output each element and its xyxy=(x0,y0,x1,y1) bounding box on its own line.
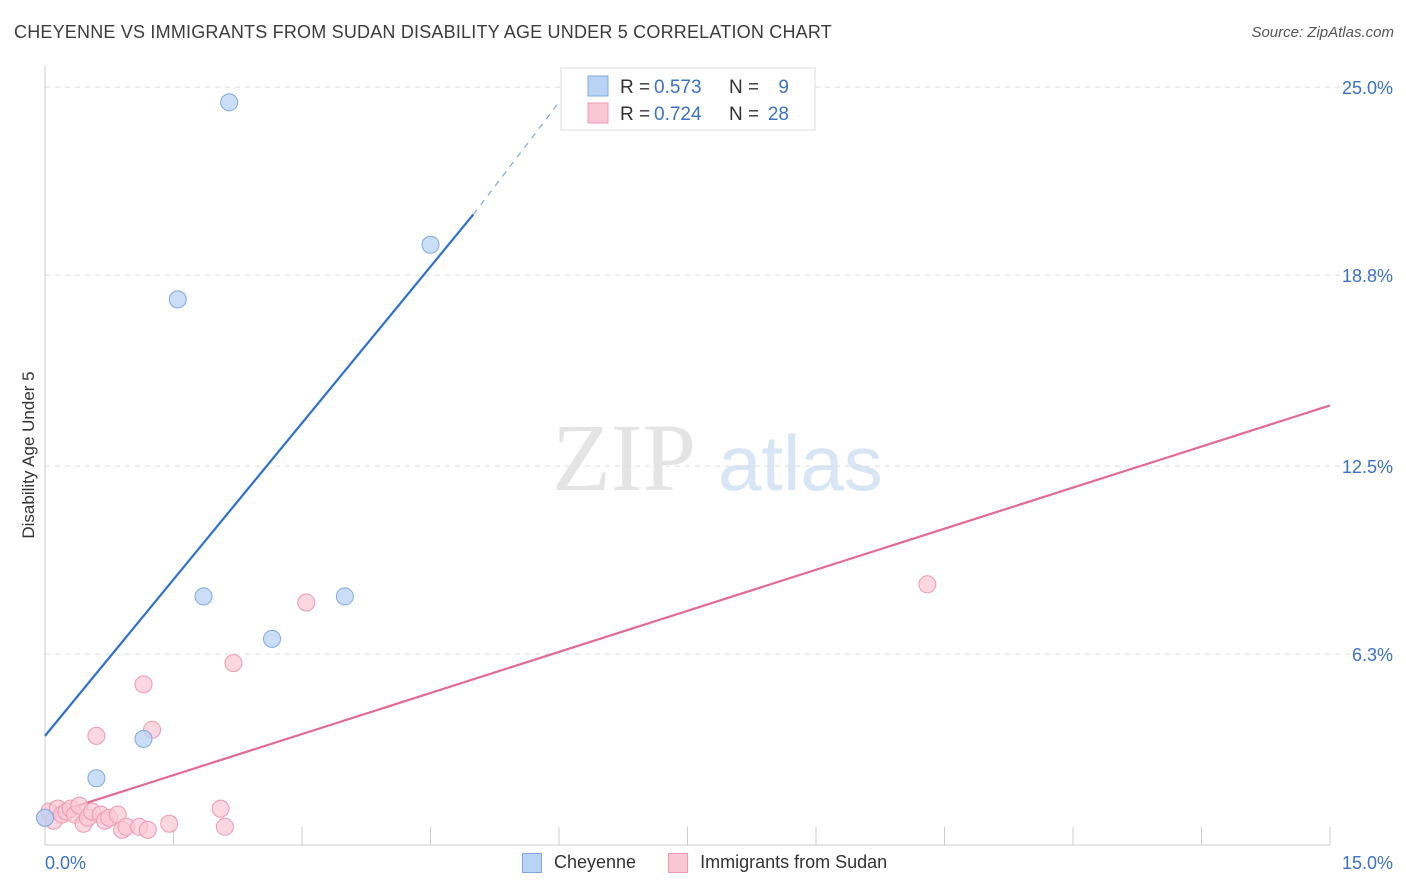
legend-n-label-2: N = xyxy=(729,104,759,125)
x-tick-label: 15.0% xyxy=(1342,853,1393,873)
source-credit: Source: ZipAtlas.com xyxy=(1251,24,1394,41)
data-point-cheyenne xyxy=(220,93,239,112)
data-point-sudan xyxy=(134,675,153,694)
legend-n-label-1: N = xyxy=(729,77,759,98)
x-tick-label: 0.0% xyxy=(45,853,86,873)
legend-swatch-cheyenne-bottom xyxy=(522,852,542,873)
data-point-cheyenne xyxy=(168,290,187,309)
chart-title: CHEYENNE VS IMMIGRANTS FROM SUDAN DISABI… xyxy=(14,22,832,42)
data-point-sudan xyxy=(215,817,234,836)
data-point-cheyenne xyxy=(335,587,354,606)
data-point-cheyenne xyxy=(36,808,54,827)
data-point-sudan xyxy=(224,654,243,673)
data-point-sudan xyxy=(918,575,937,594)
data-point-sudan xyxy=(87,726,106,745)
legend-top: R = 0.573 N = 9 R = 0.724 N = 28 xyxy=(560,67,816,131)
y-tick-label: 25.0% xyxy=(1342,78,1393,98)
data-point-cheyenne xyxy=(421,235,440,254)
legend-label-cheyenne: Cheyenne xyxy=(554,852,637,872)
legend-item-cheyenne: Cheyenne xyxy=(522,852,636,873)
data-point-cheyenne xyxy=(134,729,153,748)
legend-swatch-sudan-bottom xyxy=(668,852,689,873)
legend-bottom: Cheyenne Immigrants from Sudan xyxy=(522,852,919,873)
watermark-atlas: atlas xyxy=(718,419,883,507)
legend-swatch-cheyenne xyxy=(587,75,609,97)
y-tick-label: 18.8% xyxy=(1342,266,1393,286)
legend-swatch-sudan xyxy=(587,102,609,124)
data-point-sudan xyxy=(211,799,230,818)
legend-label-sudan: Immigrants from Sudan xyxy=(700,852,888,872)
data-point-sudan xyxy=(160,814,179,833)
trend-lines xyxy=(44,101,1331,818)
y-axis-label: Disability Age Under 5 xyxy=(19,371,38,538)
legend-n-value-1: 9 xyxy=(778,77,789,98)
legend-r-label-1: R = xyxy=(620,77,650,98)
data-point-sudan xyxy=(138,820,157,839)
data-points xyxy=(36,93,937,839)
axes: 6.3% 12.5% 18.8% 25.0% 0.0% 15.0% xyxy=(44,66,1393,873)
trend-line-cheyenne xyxy=(44,213,475,737)
trend-line-cheyenne-extension xyxy=(472,101,560,215)
legend-r-value-1: 0.573 xyxy=(654,77,702,98)
data-point-cheyenne xyxy=(194,587,213,606)
y-tick-label: 6.3% xyxy=(1352,645,1393,665)
data-point-sudan xyxy=(297,593,316,612)
legend-r-value-2: 0.724 xyxy=(654,104,702,125)
watermark-zip: ZIP xyxy=(552,404,696,511)
legend-r-label-2: R = xyxy=(620,104,650,125)
grid-lines xyxy=(45,86,1395,655)
data-point-cheyenne xyxy=(87,769,106,788)
y-tick-label: 12.5% xyxy=(1342,457,1393,477)
legend-n-value-2: 28 xyxy=(768,104,789,125)
data-point-cheyenne xyxy=(263,629,282,648)
legend-item-sudan: Immigrants from Sudan xyxy=(668,852,887,873)
trend-line-sudan xyxy=(44,404,1331,818)
